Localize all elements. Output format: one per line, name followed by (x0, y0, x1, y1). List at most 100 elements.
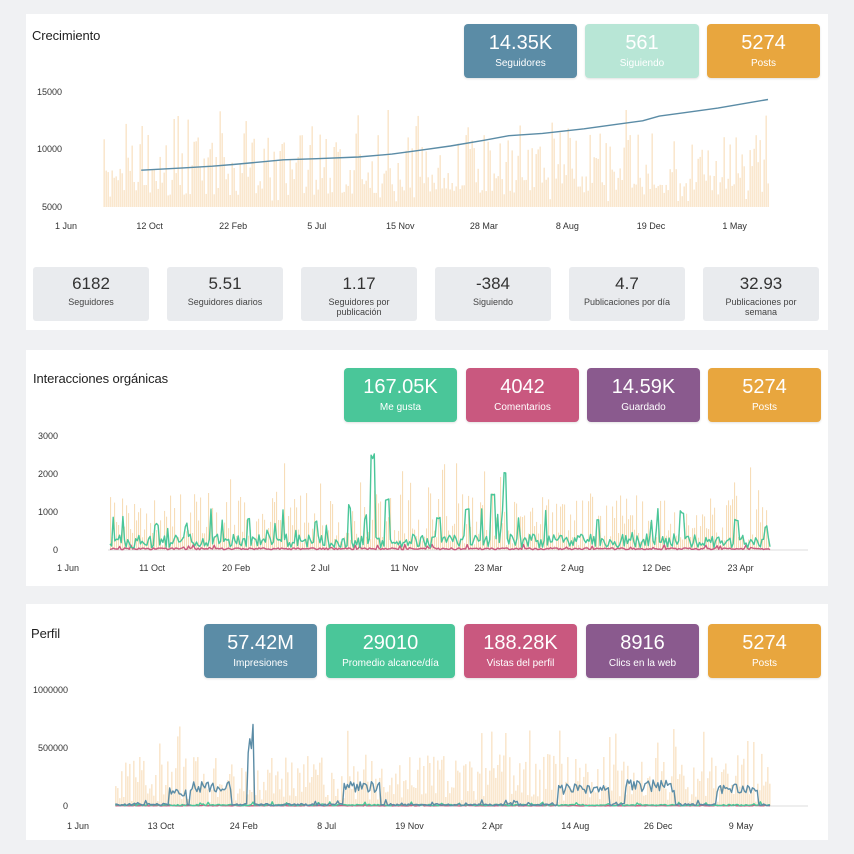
following-value: 561 (625, 32, 659, 54)
post-bar (660, 500, 662, 550)
post-bar (120, 540, 122, 550)
post-bar (560, 506, 562, 550)
post-bar (683, 775, 685, 806)
post-bar (208, 493, 210, 550)
post-bar (437, 760, 439, 806)
post-bar (565, 781, 567, 806)
post-bar (592, 496, 594, 550)
summary-value: 4.7 (615, 274, 639, 293)
post-bar (233, 168, 235, 207)
post-bar (727, 178, 729, 207)
post-bar (633, 183, 635, 207)
post-bar (295, 796, 297, 806)
post-bar (636, 495, 638, 550)
post-bar (378, 503, 380, 550)
post-bar (734, 482, 736, 550)
post-bar (653, 184, 655, 207)
post-bar (767, 183, 769, 207)
post-bar (356, 533, 358, 550)
post-bar (559, 132, 561, 207)
post-bar (296, 507, 298, 550)
post-bar (175, 768, 177, 806)
post-bar (214, 536, 216, 550)
post-bar (309, 145, 311, 207)
post-bar (659, 791, 661, 806)
post-bar (215, 758, 217, 806)
post-bar (161, 182, 163, 207)
post-bar (399, 765, 401, 806)
post-bar (232, 544, 234, 550)
post-bar (278, 520, 280, 550)
post-bar (398, 530, 400, 550)
post-bar (273, 151, 275, 207)
post-bar (280, 520, 282, 550)
post-bar (155, 181, 157, 207)
comments-card: 4042 Comentarios (466, 368, 579, 422)
post-bar (406, 543, 408, 550)
post-bar (453, 190, 455, 207)
post-bar (295, 162, 297, 207)
post-bar (197, 137, 199, 207)
post-bar (156, 530, 158, 550)
post-bar (515, 790, 517, 806)
post-bar (186, 531, 188, 550)
post-bar (457, 770, 459, 806)
post-bar (658, 527, 660, 550)
post-bar (230, 479, 232, 550)
post-bar (725, 763, 727, 806)
post-bar (729, 144, 731, 207)
post-bar (673, 141, 675, 207)
post-bar (321, 757, 323, 806)
post-bar (595, 792, 597, 806)
post-bar (665, 184, 667, 207)
post-bar (342, 543, 344, 550)
post-bar (381, 183, 383, 207)
post-bar (650, 522, 652, 550)
post-bar (447, 781, 449, 806)
x-tick-label: 2 Apr (482, 821, 503, 831)
post-bar (523, 180, 525, 207)
post-bar (765, 781, 767, 806)
post-bar (377, 135, 379, 207)
post-bar (422, 540, 424, 550)
post-bar (547, 177, 549, 207)
post-bar (552, 512, 554, 550)
post-bar (420, 541, 422, 550)
x-tick-label: 1 Jun (67, 821, 89, 831)
post-bar (696, 515, 698, 550)
post-bar (224, 522, 226, 550)
post-bar (667, 190, 669, 207)
post-bar (607, 201, 609, 207)
post-bar (316, 524, 318, 550)
web-clicks-card: 8916 Clics en la web (586, 624, 699, 678)
post-bar (727, 773, 729, 806)
post-bar (664, 500, 666, 550)
post-bar (648, 520, 650, 550)
post-bar (585, 176, 587, 207)
post-bar (553, 755, 555, 806)
post-bar (535, 763, 537, 806)
post-bar (333, 779, 335, 806)
post-bar (428, 487, 430, 550)
post-bar (549, 754, 551, 806)
post-bar (181, 153, 183, 207)
post-bar (380, 501, 382, 550)
summary-label: Publicaciones por semana (725, 297, 797, 317)
post-bar (125, 123, 127, 207)
y-tick-label: 2000 (38, 469, 58, 479)
post-bar (760, 522, 762, 550)
post-bar (530, 511, 532, 550)
post-bar (159, 156, 161, 207)
post-bar (329, 177, 331, 207)
post-bar (169, 194, 171, 207)
post-bar (663, 192, 665, 207)
post-bar (338, 522, 340, 550)
post-bar (339, 800, 341, 806)
post-bar (131, 145, 133, 207)
post-bar (254, 537, 256, 550)
post-bar (487, 784, 489, 806)
post-bar (517, 785, 519, 806)
post-bar (319, 134, 321, 207)
post-bar (631, 794, 633, 806)
post-bar (259, 789, 261, 806)
